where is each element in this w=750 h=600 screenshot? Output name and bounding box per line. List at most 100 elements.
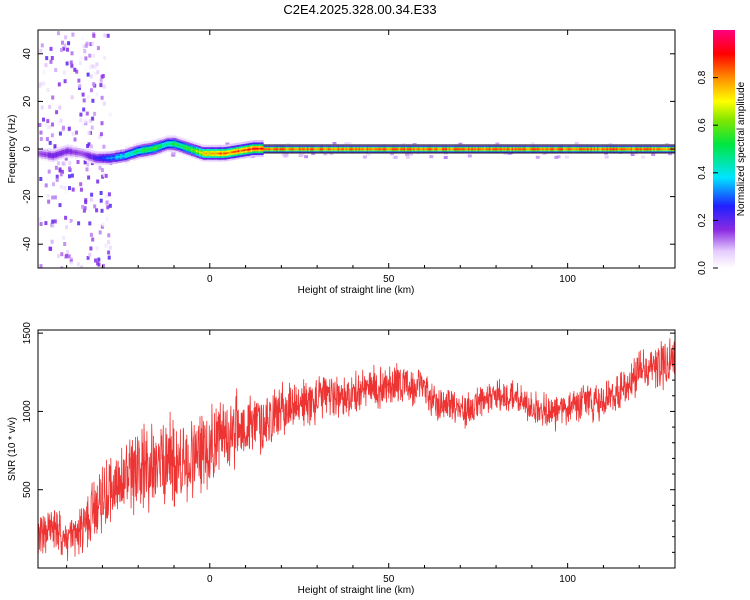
spectrogram-ridge-cell [384,148,386,150]
spectrogram-ridge-cell [313,148,316,150]
colorbar: 0.00.20.40.60.8 Normalized spectral ampl… [697,30,747,275]
spectrogram-ridge-cell [554,146,557,148]
spectrogram-ridge-cell [575,150,578,153]
spectrogram-ridge-cell [521,147,523,149]
spectrogram-ridge-cell [608,150,610,153]
spectrogram-ridge-cell [67,149,69,153]
spectrogram-ridge-cell [134,156,137,159]
spectrogram-ridge-cell [538,150,541,152]
spectrogram-ridge-cell [393,145,396,147]
spectrogram-cell [105,217,109,222]
spectrogram-ridge-cell [91,151,93,155]
spectrogram-ridge-cell [226,146,229,149]
spectrogram-ridge-cell [382,148,385,150]
spectrogram-ridge-cell [616,145,618,147]
spectrogram-ridge-cell [662,150,665,152]
spectrogram-ridge-cell [94,154,97,158]
spectrogram-ridge-cell [356,146,359,148]
spectrogram-ridge-cell [442,147,444,149]
spectrogram-ridge-cell [89,158,92,161]
spectrogram-ridge-cell [229,158,232,161]
spectrogram-ridge-cell [381,150,383,153]
spectrogram-ridge-cell [166,137,169,140]
spectrogram-cell [98,165,102,170]
spectrogram-ridge-cell [68,151,71,155]
spectrogram-ridge-cell [569,150,572,153]
spectrogram-cell [79,187,83,192]
spectrogram-ridge-cell [630,146,633,148]
y-tick-label: 20 [22,95,33,107]
spectrogram-ridge-cell [134,143,137,146]
spectrogram-cell [95,246,99,251]
spectrogram-ridge-cell [271,147,274,149]
spectrogram-ridge-cell [387,145,390,147]
spectrogram-ridge-cell [474,146,477,148]
spectrogram-ridge-cell [624,148,626,150]
spectrogram-ridge-cell [261,149,264,152]
spectrogram-ridge-cell [551,149,554,151]
spectrogram-ridge-cell [345,150,348,152]
spectrogram-ridge-cell [529,150,531,152]
spectrogram-ridge-cell [537,150,539,153]
spectrogram-cell [630,153,635,156]
spectrogram-ridge-cell [558,150,560,153]
spectrogram-ridge-cell [223,157,225,160]
spectrogram-ridge-cell [356,148,359,150]
spectrogram-ridge-cell [107,154,109,158]
spectrogram-ridge-cell [44,158,47,161]
spectrogram-ridge-cell [182,152,185,155]
spectrogram-ridge-cell [192,154,195,157]
spectrogram-ridge-cell [242,150,245,154]
spectrogram-ridge-cell [321,150,324,152]
spectrogram-ridge-cell [282,150,285,153]
spectrogram-ridge-cell [240,142,243,145]
spectrogram-ridge-cell [501,150,504,153]
spectrogram-ridge-cell [163,148,166,152]
spectrogram-ridge-cell [517,148,520,150]
spectrogram-ridge-cell [667,149,670,151]
spectrogram-ridge-cell [311,150,314,153]
spectrogram-ridge-cell [294,145,296,147]
spectrogram-ridge-cell [257,149,259,152]
spectrogram-ridge-cell [208,150,211,153]
spectrogram-ridge-cell [265,145,267,147]
spectrogram-ridge-cell [455,146,457,148]
spectrogram-ridge-cell [102,158,105,161]
spectrogram-ridge-cell [487,149,490,151]
spectrogram-ridge-cell [265,150,267,153]
spectrogram-ridge-cell [136,157,138,160]
spectrogram-ridge-cell [255,145,258,148]
spectrogram-ridge-cell [157,140,159,143]
spectrogram-ridge-cell [171,142,174,145]
spectrogram-ridge-cell [255,150,258,154]
spectrogram-ridge-cell [136,146,138,150]
spectrogram-ridge-cell [606,149,609,151]
spectrogram-cell [82,122,86,127]
spectrogram-ridge-cell [170,138,172,142]
spectrogram-ridge-cell [430,147,433,149]
spectrogram-cell [65,253,69,258]
spectrogram-ridge-cell [263,146,266,148]
spectrogram-ridge-cell [257,143,259,146]
spectrogram-ridge-cell [637,147,639,149]
spectrogram-ridge-cell [339,150,341,153]
spectrogram-ridge-cell [371,146,374,148]
spectrogram-ridge-cell [239,142,242,145]
spectrogram-cell [39,264,43,268]
spectrogram-ridge-cell [257,147,259,150]
spectrogram-ridge-cell [60,151,63,154]
spectrogram-ridge-cell [358,147,361,149]
spectrogram-ridge-cell [643,149,646,151]
spectrogram-ridge-cell [554,147,557,149]
spectrogram-ridge-cell [224,148,227,151]
spectrogram-ridge-cell [466,147,469,149]
spectrogram-ridge-cell [105,158,108,161]
spectrogram-ridge-cell [414,145,417,147]
spectrogram-ridge-cell [228,147,230,151]
spectrogram-cell [80,265,84,268]
spectrogram-ridge-cell [155,148,158,151]
spectrogram-ridge-cell [226,144,229,147]
spectrogram-ridge-cell [310,146,312,148]
spectrogram-ridge-cell [213,157,216,160]
spectrogram-ridge-cell [191,144,193,147]
